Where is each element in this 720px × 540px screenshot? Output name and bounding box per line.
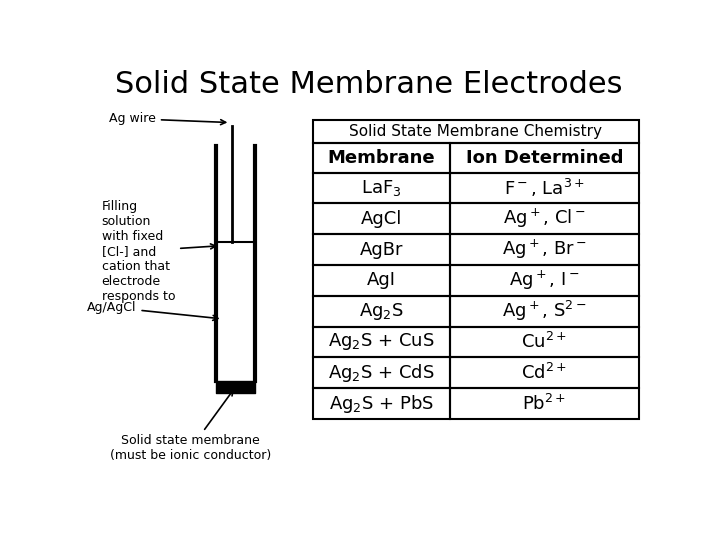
Text: Ag wire: Ag wire	[109, 112, 225, 125]
Bar	[450, 204, 639, 234]
Text: AgCl: AgCl	[361, 210, 402, 228]
Text: AgBr: AgBr	[360, 241, 403, 259]
Bar	[313, 143, 450, 173]
Text: Ag$_2$S + CuS: Ag$_2$S + CuS	[328, 332, 435, 353]
Bar	[313, 120, 639, 143]
Text: F$^-$, La$^{3+}$: F$^-$, La$^{3+}$	[504, 177, 585, 199]
Text: Filling
solution
with fixed
[Cl-] and
cation that
electrode
responds to: Filling solution with fixed [Cl-] and ca…	[102, 200, 215, 302]
Text: Solid State Membrane Chemistry: Solid State Membrane Chemistry	[349, 124, 603, 139]
Text: LaF$_3$: LaF$_3$	[361, 178, 402, 198]
Text: Solid State Membrane Electrodes: Solid State Membrane Electrodes	[115, 70, 623, 98]
Bar	[313, 204, 450, 234]
Text: Ag/AgCl: Ag/AgCl	[87, 301, 218, 320]
Bar	[313, 296, 450, 327]
Text: Ag$^+$, I$^-$: Ag$^+$, I$^-$	[509, 269, 580, 292]
Bar	[450, 296, 639, 327]
Text: Solid state membrane
(must be ionic conductor): Solid state membrane (must be ionic cond…	[110, 390, 271, 462]
Text: Ag$_2$S + CdS: Ag$_2$S + CdS	[328, 362, 435, 384]
Text: Ion Determined: Ion Determined	[466, 149, 623, 167]
Bar	[313, 265, 450, 296]
Text: Cd$^{2+}$: Cd$^{2+}$	[521, 363, 567, 383]
Bar	[313, 327, 450, 357]
Text: Cu$^{2+}$: Cu$^{2+}$	[521, 332, 567, 352]
Bar	[313, 357, 450, 388]
Text: Membrane: Membrane	[328, 149, 436, 167]
Text: Ag$^+$, Br$^-$: Ag$^+$, Br$^-$	[502, 238, 587, 261]
Bar	[450, 388, 639, 419]
Bar	[450, 357, 639, 388]
Bar	[313, 388, 450, 419]
Bar	[313, 173, 450, 204]
Text: Ag$_2$S + PbS: Ag$_2$S + PbS	[329, 393, 434, 415]
Bar	[450, 327, 639, 357]
Text: Pb$^{2+}$: Pb$^{2+}$	[522, 394, 567, 414]
Text: AgI: AgI	[367, 272, 396, 289]
Bar	[450, 234, 639, 265]
Bar	[450, 173, 639, 204]
Text: Ag$^+$, S$^{2-}$: Ag$^+$, S$^{2-}$	[502, 299, 587, 323]
Bar	[450, 143, 639, 173]
Bar	[313, 234, 450, 265]
Text: Ag$^+$, Cl$^-$: Ag$^+$, Cl$^-$	[503, 207, 585, 231]
Bar	[450, 265, 639, 296]
Text: Ag$_2$S: Ag$_2$S	[359, 301, 404, 322]
